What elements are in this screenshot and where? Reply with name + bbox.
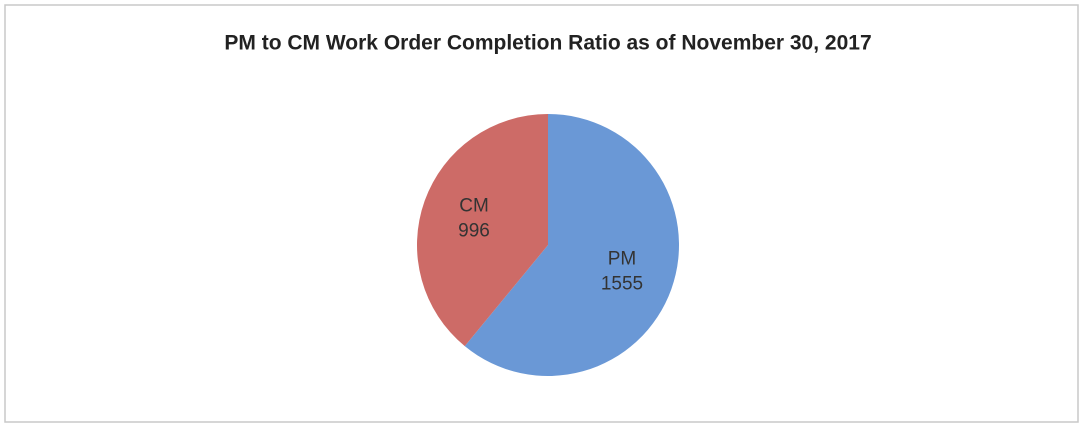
chart-title: PM to CM Work Order Completion Ratio as … bbox=[224, 32, 871, 55]
slice-value: 996 bbox=[458, 220, 490, 241]
slice-label: CM bbox=[459, 195, 489, 216]
pie-slice bbox=[464, 114, 679, 376]
slice-value: 1555 bbox=[601, 274, 643, 295]
pie-slice bbox=[417, 114, 548, 347]
slice-label: PM bbox=[608, 249, 637, 270]
